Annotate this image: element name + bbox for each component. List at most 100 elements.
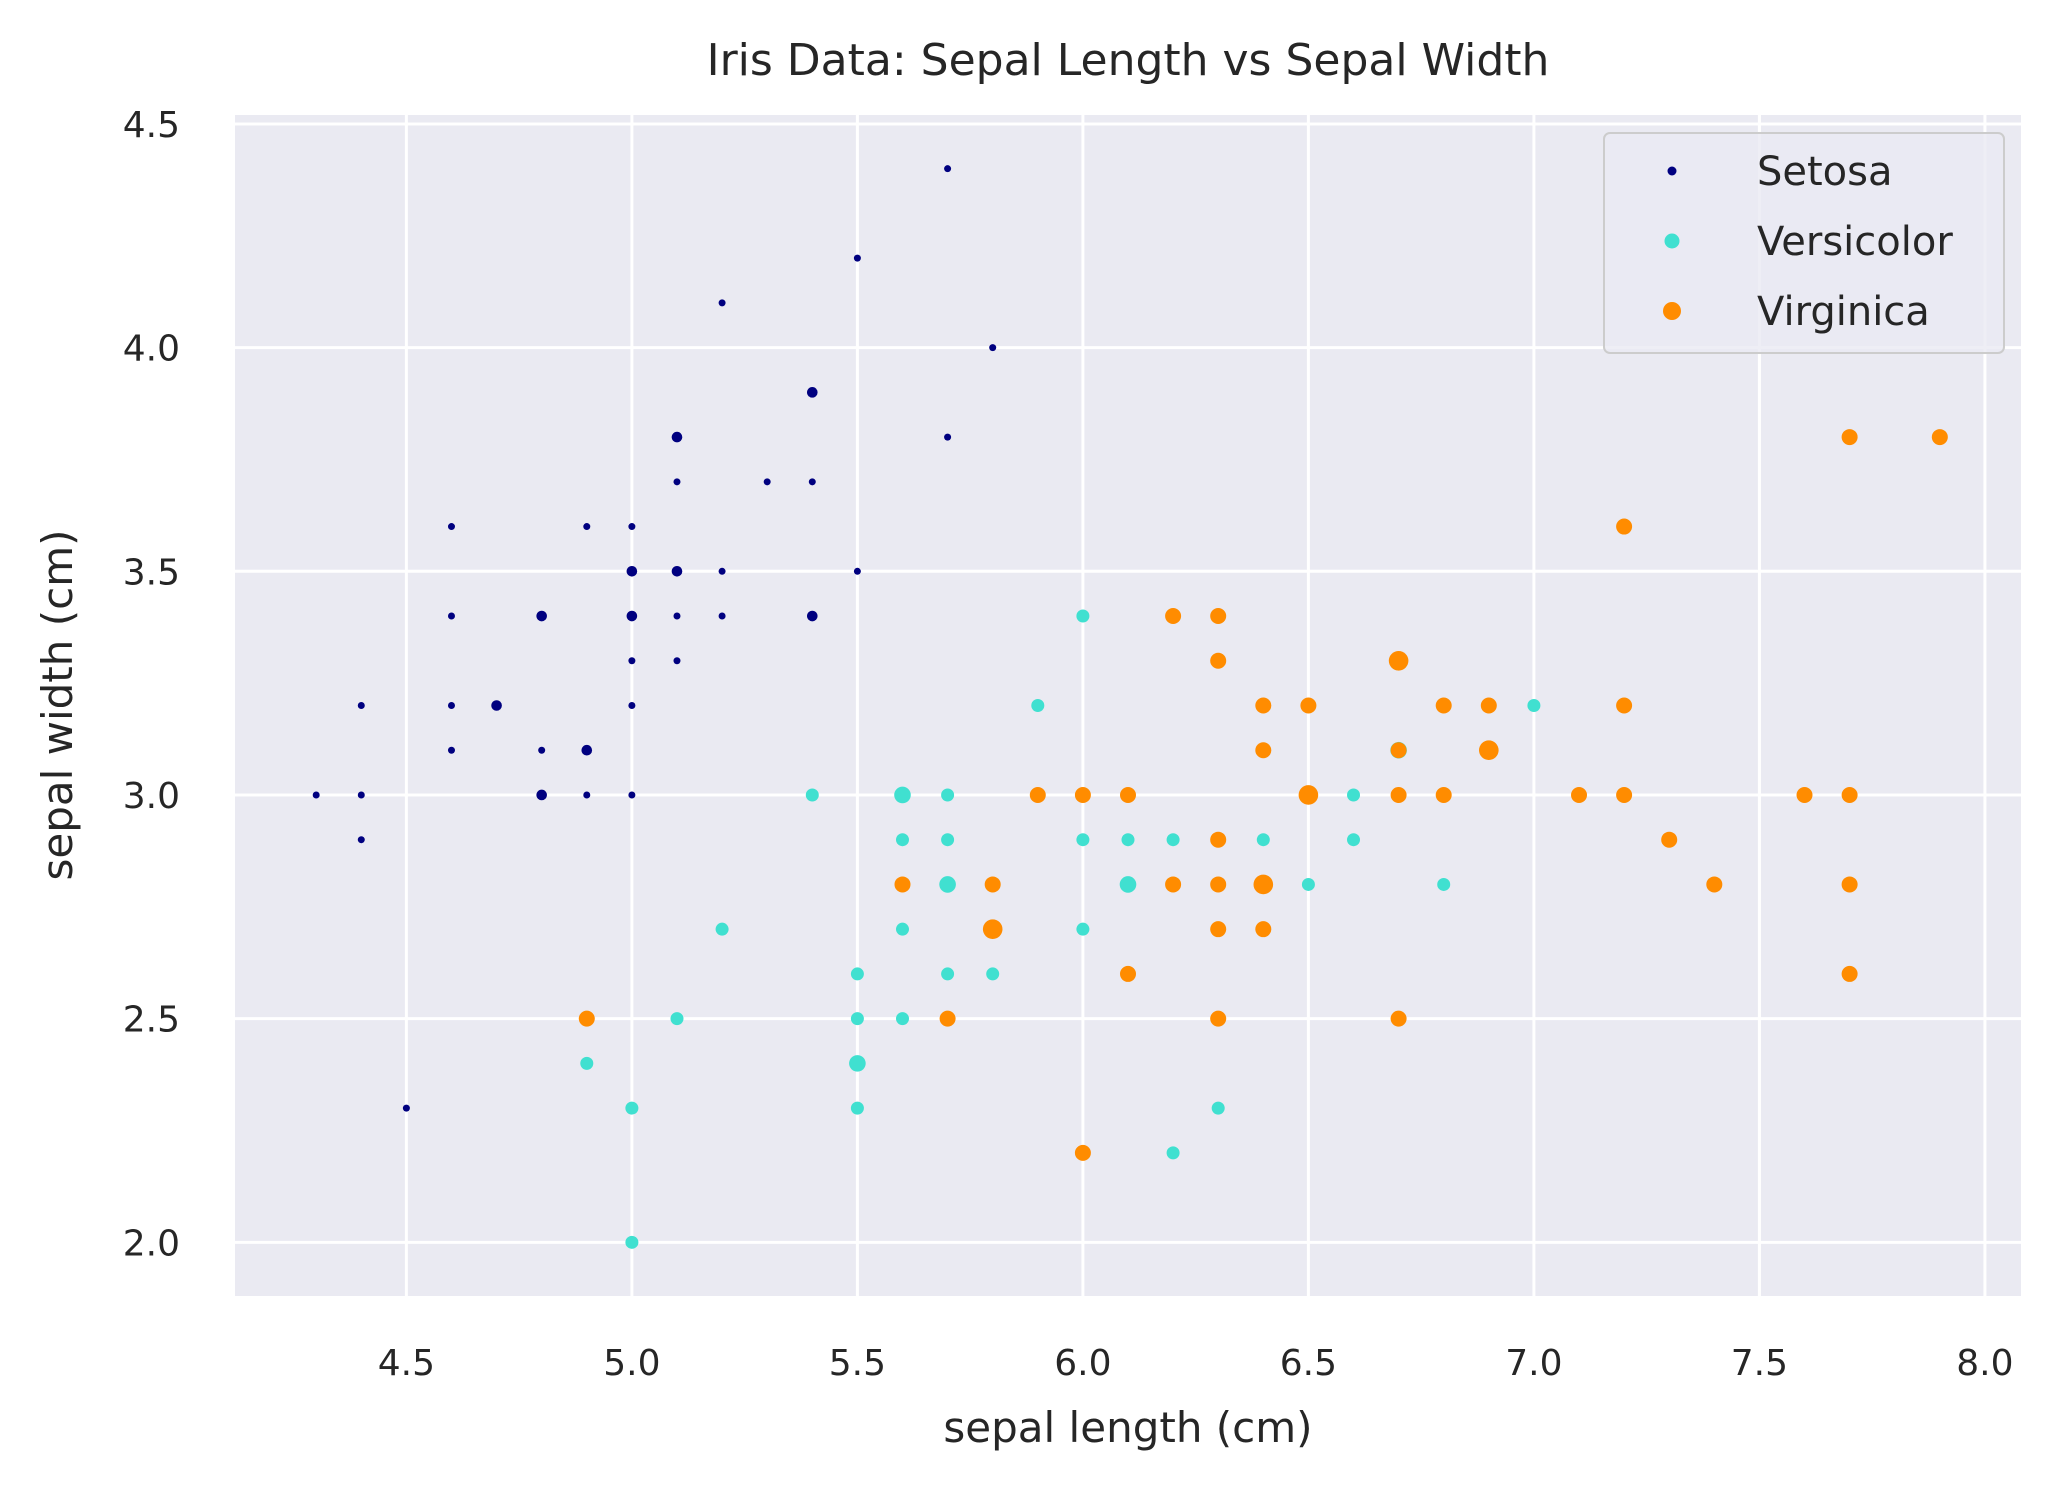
data-point-versicolor bbox=[941, 833, 955, 847]
data-point-virginica bbox=[1661, 831, 1678, 848]
data-point-setosa bbox=[718, 567, 726, 575]
data-point-virginica bbox=[1210, 1010, 1227, 1027]
data-point-versicolor bbox=[1347, 833, 1361, 847]
data-point-setosa bbox=[626, 565, 638, 577]
y-axis-label: sepal width (cm) bbox=[33, 529, 82, 880]
data-point-setosa bbox=[763, 478, 771, 486]
data-point-setosa bbox=[628, 523, 636, 531]
data-point-virginica bbox=[1255, 921, 1272, 938]
data-point-setosa bbox=[538, 746, 546, 754]
data-point-virginica bbox=[1931, 429, 1948, 446]
data-point-versicolor bbox=[941, 788, 955, 802]
data-point-setosa bbox=[626, 610, 638, 622]
legend-label-setosa: Setosa bbox=[1757, 149, 1893, 195]
data-point-versicolor bbox=[1076, 609, 1090, 623]
data-point-virginica bbox=[1210, 831, 1227, 848]
data-point-versicolor bbox=[1076, 922, 1090, 936]
data-point-virginica bbox=[1435, 786, 1452, 803]
legend-marker-virginica bbox=[1663, 302, 1681, 320]
y-axis-ticks: 2.0 2.5 3.0 3.5 4.0 4.5 bbox=[123, 105, 180, 1264]
data-point-virginica bbox=[1253, 874, 1274, 895]
data-point-setosa bbox=[583, 791, 591, 799]
data-point-setosa bbox=[671, 565, 683, 577]
data-point-virginica bbox=[1388, 650, 1409, 671]
data-point-setosa bbox=[357, 702, 365, 709]
x-axis-ticks: 4.5 5.0 5.5 6.0 6.5 7.0 7.5 8.0 bbox=[378, 1343, 2014, 1384]
data-point-versicolor bbox=[894, 786, 911, 804]
y-tick-label: 2.0 bbox=[123, 1223, 180, 1264]
x-tick-label: 5.0 bbox=[603, 1343, 660, 1384]
data-point-virginica bbox=[1120, 786, 1136, 803]
data-point-virginica bbox=[1074, 786, 1091, 803]
data-point-versicolor bbox=[1211, 1101, 1225, 1115]
data-point-setosa bbox=[628, 702, 636, 709]
data-point-setosa bbox=[583, 523, 591, 531]
data-point-setosa bbox=[357, 836, 365, 844]
legend-marker-versicolor bbox=[1664, 233, 1680, 249]
data-point-setosa bbox=[673, 657, 681, 665]
data-point-setosa bbox=[853, 567, 861, 575]
data-point-versicolor bbox=[1076, 833, 1090, 847]
data-point-setosa bbox=[718, 299, 726, 307]
data-point-virginica bbox=[1255, 697, 1272, 714]
data-point-virginica bbox=[1616, 786, 1633, 803]
data-point-versicolor bbox=[1031, 699, 1045, 712]
data-point-versicolor bbox=[1166, 1146, 1180, 1160]
data-point-setosa bbox=[853, 254, 861, 262]
data-point-setosa bbox=[628, 657, 636, 665]
data-point-virginica bbox=[894, 876, 911, 893]
data-point-versicolor bbox=[850, 1012, 864, 1026]
data-point-versicolor bbox=[850, 967, 864, 981]
data-point-virginica bbox=[1120, 965, 1136, 982]
data-point-setosa bbox=[673, 478, 681, 486]
series-setosa bbox=[312, 165, 997, 1112]
data-point-setosa bbox=[989, 344, 997, 352]
data-point-versicolor bbox=[1256, 833, 1270, 847]
data-point-versicolor bbox=[670, 1012, 684, 1026]
x-tick-label: 5.5 bbox=[829, 1343, 886, 1384]
data-point-virginica bbox=[578, 1010, 595, 1027]
legend: Setosa Versicolor Virginica bbox=[1603, 132, 2005, 354]
data-point-virginica bbox=[1480, 697, 1497, 714]
data-point-virginica bbox=[1165, 608, 1182, 625]
x-tick-label: 7.0 bbox=[1505, 1343, 1562, 1384]
data-point-virginica bbox=[1479, 740, 1499, 761]
data-point-versicolor bbox=[625, 1235, 639, 1249]
data-point-virginica bbox=[1210, 921, 1227, 938]
data-point-virginica bbox=[1571, 786, 1588, 803]
data-point-virginica bbox=[1435, 697, 1452, 714]
data-point-setosa bbox=[581, 744, 593, 756]
data-point-virginica bbox=[1841, 965, 1858, 982]
data-point-setosa bbox=[447, 746, 455, 754]
data-point-versicolor bbox=[580, 1056, 594, 1070]
data-point-setosa bbox=[806, 387, 818, 398]
data-point-virginica bbox=[1616, 518, 1633, 535]
data-point-virginica bbox=[1298, 785, 1319, 805]
data-point-versicolor bbox=[1166, 833, 1180, 847]
data-point-versicolor bbox=[986, 967, 1000, 981]
legend-box bbox=[1603, 132, 2005, 354]
data-point-virginica bbox=[1165, 876, 1182, 893]
data-point-virginica bbox=[939, 1010, 956, 1027]
data-point-virginica bbox=[1616, 697, 1633, 714]
data-point-virginica bbox=[1706, 876, 1723, 893]
y-tick-label: 3.5 bbox=[123, 552, 180, 593]
y-tick-label: 3.0 bbox=[123, 776, 180, 817]
data-point-versicolor bbox=[1347, 788, 1361, 802]
data-point-versicolor bbox=[625, 1101, 639, 1115]
data-point-versicolor bbox=[1301, 877, 1315, 891]
y-tick-label: 4.0 bbox=[123, 329, 180, 370]
x-tick-label: 4.5 bbox=[378, 1343, 435, 1384]
data-point-setosa bbox=[806, 610, 818, 622]
x-tick-label: 6.5 bbox=[1280, 1343, 1337, 1384]
data-point-setosa bbox=[312, 791, 320, 799]
data-point-virginica bbox=[1210, 608, 1227, 625]
data-point-setosa bbox=[447, 702, 455, 709]
data-point-setosa bbox=[357, 791, 365, 799]
data-point-virginica bbox=[1841, 429, 1858, 446]
data-point-versicolor bbox=[895, 833, 909, 847]
data-point-setosa bbox=[673, 612, 681, 620]
data-point-versicolor bbox=[715, 922, 729, 936]
legend-label-virginica: Virginica bbox=[1757, 289, 1930, 335]
